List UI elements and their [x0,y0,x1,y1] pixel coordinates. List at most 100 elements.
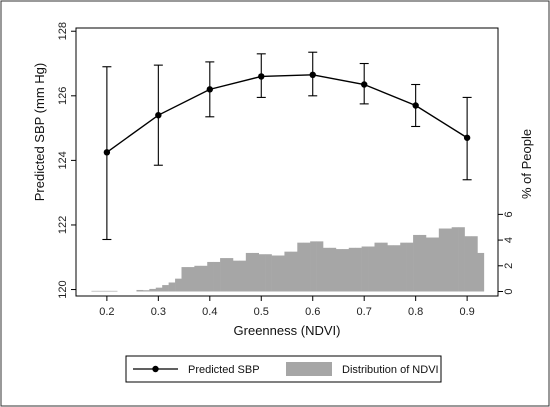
predicted-sbp-point [258,73,265,80]
histogram-bar [284,251,292,292]
x-tick-label: 0.9 [459,306,474,318]
histogram-bar [470,236,478,292]
legend-label-ndvi-distribution: Distribution of NDVI [342,364,439,376]
histogram-bar [445,228,452,292]
y-axis-left-title: Predicted SBP (mm Hg) [32,63,47,201]
histogram-bar [387,245,395,292]
histogram-bar [323,247,330,292]
x-tick-label: 0.6 [305,306,320,318]
y-right-tick-label: 4 [503,237,515,243]
x-axis-title: Greenness (NDVI) [234,323,341,338]
predicted-sbp-point [206,86,214,93]
predicted-sbp-point [360,81,368,88]
histogram-bar [342,249,350,292]
histogram-bar [258,254,266,292]
y-left-tick-label: 122 [57,216,69,234]
x-tick-label: 0.8 [408,306,423,318]
histogram-bar [413,234,420,292]
histogram-bar [220,258,227,292]
histogram-bar [213,261,221,292]
histogram-bar [207,261,214,292]
legend-box [125,355,442,383]
histogram-bar [232,260,240,292]
histogram-bar [368,246,375,292]
y-right-tick-label: 6 [503,211,515,217]
histogram-bar [303,242,311,292]
histogram-bar [290,251,298,292]
predicted-sbp-line [106,74,468,153]
histogram-bar [329,247,337,292]
histogram-layer [91,227,485,292]
histogram-bar [91,290,99,292]
histogram-bar [297,242,305,292]
histogram-bar [432,237,440,292]
histogram-bar [458,227,465,292]
x-tick-label: 0.7 [357,306,372,318]
histogram-bar [149,288,157,292]
legend: Predicted SBP Distribution of NDVI [125,355,442,383]
legend-histogram-swatch [286,362,332,376]
histogram-bar [239,260,247,292]
histogram-bar [310,241,317,292]
histogram-bar [361,246,369,292]
histogram-bar [380,242,388,292]
histogram-bar [355,247,362,292]
histogram-bar [419,234,427,292]
histogram-bar [425,237,433,292]
predicted-sbp-point [309,71,316,79]
histogram-bar [393,245,401,292]
x-axis: 0.2 0.3 0.4 0.5 0.6 0.7 0.8 0.9 [99,296,475,318]
histogram-bar [142,290,150,292]
histogram-bar [168,282,176,292]
predicted-sbp-point [463,134,471,141]
legend-label-predicted-sbp: Predicted SBP [188,364,260,376]
predicted-sbp-point [155,111,162,119]
histogram-bar [406,242,414,292]
histogram-bar [252,252,259,292]
predicted-sbp-point [412,102,419,109]
histogram-bar [181,267,189,292]
histogram-bar [348,247,356,292]
y-axis-right: 0 2 4 6 [498,211,515,295]
histogram-bar [194,265,202,292]
histogram-bar [477,252,485,292]
histogram-bar [265,254,272,292]
histogram-bar [175,278,182,292]
y-right-tick-label: 0 [503,288,515,294]
y-axis-left: 120 122 124 126 128 [57,22,76,299]
histogram-bar [438,228,446,292]
y-axis-right-title: % of People [519,129,534,199]
histogram-bar [136,289,144,292]
x-tick-label: 0.5 [254,306,269,318]
histogram-bar [374,242,382,292]
predicted-sbp-point [103,149,111,156]
histogram-bar [187,267,195,292]
x-tick-label: 0.4 [202,306,217,318]
histogram-bar [451,227,459,292]
y-left-tick-label: 124 [57,151,69,169]
y-left-tick-label: 128 [57,22,69,40]
histogram-bar [271,255,279,292]
histogram-bar [162,285,169,292]
legend-marker-symbol [152,365,159,373]
x-tick-label: 0.3 [151,306,166,318]
histogram-bar [97,290,105,292]
histogram-bar [316,241,324,292]
histogram-bar [155,287,163,292]
histogram-bar [200,265,208,292]
histogram-bar [104,290,112,292]
histogram-bar [226,258,234,292]
histogram-bar [110,290,118,292]
histogram-bar [464,236,472,292]
y-left-tick-label: 126 [57,87,69,105]
histogram-bar [277,255,285,292]
predicted-sbp-series [102,51,472,241]
x-tick-label: 0.2 [99,306,114,318]
histogram-bar [335,249,343,292]
histogram-bar [400,242,407,292]
y-left-tick-label: 120 [57,280,69,298]
y-right-tick-label: 2 [503,263,515,269]
histogram-bar [245,252,253,292]
